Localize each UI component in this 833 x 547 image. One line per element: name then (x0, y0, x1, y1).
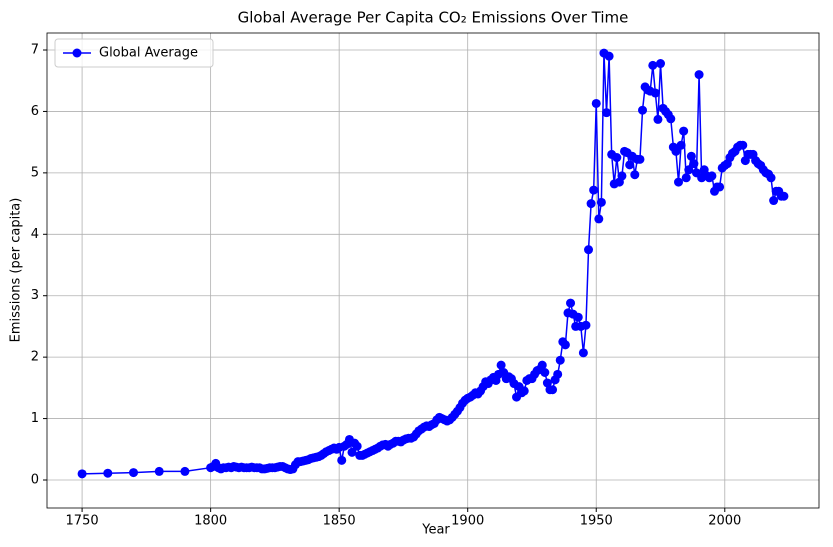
marker (715, 182, 725, 192)
marker (347, 447, 357, 457)
plot-frame (46, 32, 820, 509)
x-tick-label: 2000 (708, 514, 741, 529)
marker (625, 160, 635, 170)
marker (671, 146, 681, 156)
marker (337, 455, 347, 465)
marker (129, 468, 139, 478)
x-tick-label: 1900 (451, 514, 484, 529)
marker (594, 214, 604, 224)
marker (578, 348, 588, 358)
marker (573, 312, 583, 322)
marker (548, 385, 558, 395)
legend-marker (72, 48, 82, 58)
marker (635, 154, 645, 164)
marker (77, 469, 87, 479)
marker (566, 298, 576, 308)
line (82, 53, 784, 475)
y-tick-label: 5 (31, 165, 39, 180)
marker (519, 386, 529, 396)
marker (602, 108, 612, 118)
y-tick-label: 4 (31, 227, 39, 242)
marker (707, 171, 717, 181)
marker (586, 199, 596, 209)
marker (591, 98, 601, 108)
y-tick-label: 1 (31, 411, 39, 426)
marker (560, 340, 570, 350)
legend: Global Average (54, 38, 214, 68)
y-tick-label: 0 (31, 472, 39, 487)
marker (581, 320, 591, 330)
marker (656, 59, 666, 69)
marker (648, 60, 658, 70)
marker (604, 51, 614, 61)
marker (681, 173, 691, 183)
marker (589, 185, 599, 195)
marker (537, 360, 547, 370)
marker (638, 105, 648, 115)
marker (553, 369, 563, 379)
marker (766, 173, 776, 183)
marker (180, 466, 190, 476)
y-axis-label: Emissions (per capita) (9, 198, 24, 343)
marker (674, 177, 684, 187)
marker (650, 88, 660, 98)
marker (684, 165, 694, 175)
marker (612, 153, 622, 163)
x-axis-label: Year (421, 523, 450, 538)
x-tick-label: 1750 (66, 514, 99, 529)
y-tick-label: 3 (31, 288, 39, 303)
x-tick-label: 1800 (194, 514, 227, 529)
marker (596, 197, 606, 207)
y-tick-label: 2 (31, 350, 39, 365)
marker (689, 159, 699, 169)
marker (555, 355, 565, 365)
marker (154, 466, 164, 476)
marker (617, 171, 627, 181)
marker (540, 367, 550, 377)
y-tick-label: 6 (31, 104, 39, 119)
marker (352, 441, 362, 451)
marker (103, 468, 113, 478)
y-tick-label: 7 (31, 43, 39, 58)
marker (653, 114, 663, 124)
marker (769, 196, 779, 206)
legend-label: Global Average (99, 46, 198, 61)
marker (676, 140, 686, 150)
legend-box (54, 38, 214, 68)
marker (584, 245, 594, 255)
marker (679, 126, 689, 136)
marker (694, 70, 704, 80)
marker (738, 140, 748, 150)
x-tick-label: 1950 (580, 514, 613, 529)
marker (779, 191, 789, 201)
chart-title: Global Average Per Capita CO₂ Emissions … (238, 9, 629, 27)
marker (496, 360, 506, 370)
marker (686, 151, 696, 161)
marker (630, 170, 640, 180)
marker (666, 114, 676, 124)
marker (542, 378, 552, 388)
x-tick-label: 1850 (323, 514, 356, 529)
